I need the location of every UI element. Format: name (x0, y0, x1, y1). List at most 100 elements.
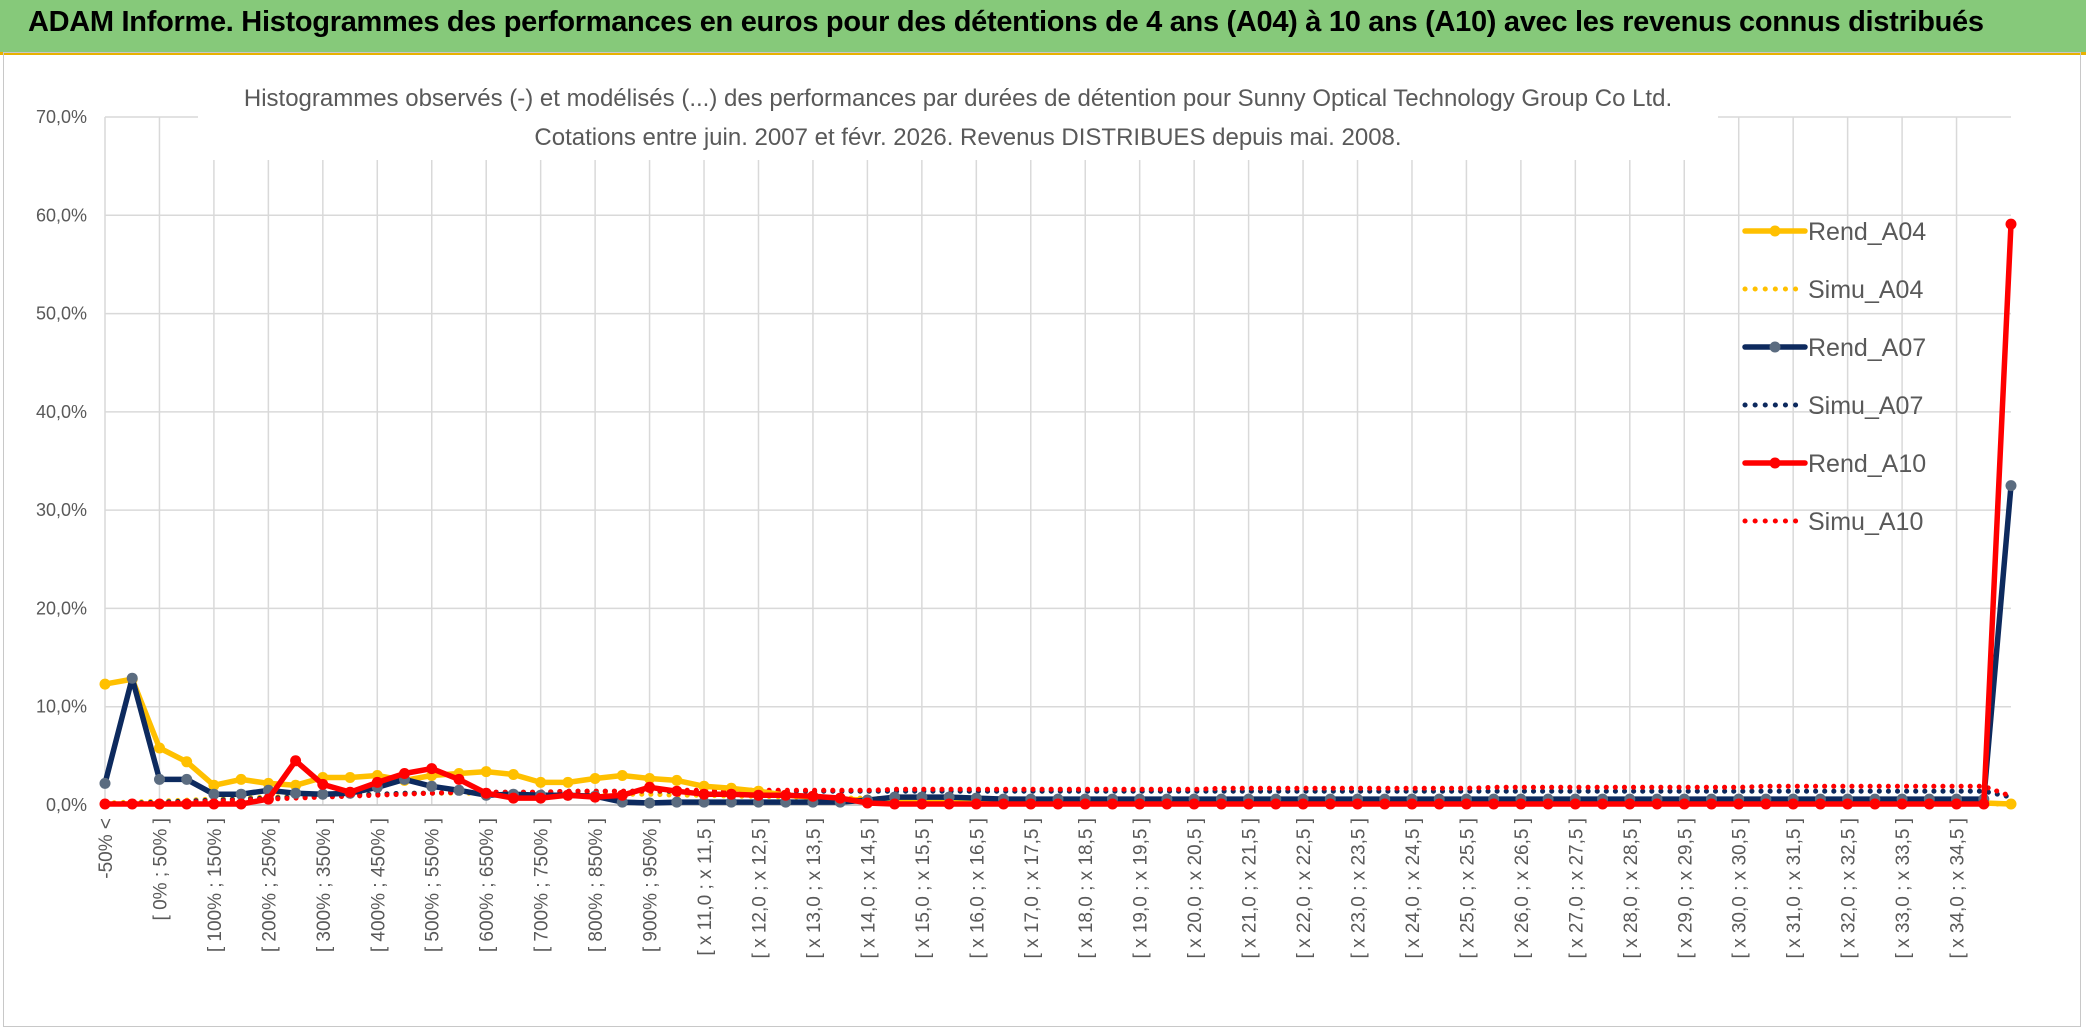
x-tick-label: [ x 21,0 ; x 21,5 ] (1240, 818, 1261, 958)
data-point (644, 797, 656, 809)
data-point (181, 773, 193, 785)
data-point (480, 787, 492, 799)
data-point (1460, 798, 1472, 810)
x-tick-label: [ x 23,0 ; x 23,5 ] (1349, 818, 1370, 958)
data-point (589, 773, 601, 784)
x-tick-label: [ x 12,0 ; x 12,5 ] (749, 818, 770, 958)
data-point (1243, 798, 1255, 810)
data-point (1923, 798, 1935, 810)
data-point (725, 788, 737, 800)
y-tick-label: 70,0% (36, 107, 87, 127)
series-line-rend-a07 (102, 482, 2014, 806)
data-point (616, 789, 628, 801)
data-point (1270, 798, 1282, 810)
data-point (1052, 798, 1064, 810)
data-point (1760, 798, 1772, 810)
data-point (1978, 798, 1990, 810)
x-tick-label: [ 300% ; 350% ] (314, 818, 335, 952)
data-point (1324, 798, 1336, 810)
data-point (317, 778, 329, 790)
data-point (1215, 798, 1227, 810)
x-tick-label: [ x 16,0 ; x 16,5 ] (967, 818, 988, 958)
legend-label: Rend_A10 (1808, 450, 1926, 478)
data-point (1733, 798, 1745, 810)
x-tick-label: [ x 28,0 ; x 28,5 ] (1621, 818, 1642, 958)
legend-marker (1769, 341, 1781, 353)
data-point (1651, 798, 1663, 810)
data-point (290, 779, 302, 791)
x-tick-label: [ x 34,0 ; x 34,5 ] (1948, 818, 1969, 958)
y-tick-label: 20,0% (36, 598, 87, 618)
data-point (807, 790, 819, 802)
data-point (1379, 798, 1391, 810)
x-tick-label: [ x 11,0 ; x 11,5 ] (695, 818, 716, 956)
data-point (1079, 798, 1091, 810)
x-tick-label: -50% < (96, 818, 117, 879)
x-tick-label: [ 700% ; 750% ] (532, 818, 553, 952)
data-point (535, 792, 547, 804)
data-point (780, 789, 792, 801)
data-point (154, 773, 165, 785)
data-point (1297, 798, 1309, 810)
data-point (616, 770, 628, 781)
data-point (2005, 480, 2017, 492)
data-point (262, 793, 274, 805)
x-tick-label: [ x 25,0 ; x 25,5 ] (1457, 818, 1478, 958)
data-point (1624, 798, 1636, 810)
legend-label: Simu_A07 (1808, 392, 1923, 420)
data-point (725, 796, 737, 808)
x-tick-label: [ 200% ; 250% ] (259, 818, 280, 952)
x-tick-label: [ 400% ; 450% ] (368, 818, 389, 952)
data-point (208, 779, 220, 791)
legend-label: Simu_A04 (1808, 276, 1923, 304)
data-point (1134, 798, 1146, 810)
data-point (753, 789, 764, 801)
legend-label: Simu_A10 (1808, 508, 1923, 536)
data-point (1814, 798, 1826, 810)
data-point (317, 788, 329, 800)
x-tick-label: [ x 32,0 ; x 32,5 ] (1839, 818, 1860, 958)
data-point (208, 788, 220, 800)
data-point (507, 769, 519, 780)
grid-lines (104, 116, 2011, 806)
data-point (562, 776, 574, 788)
data-point (671, 774, 683, 786)
x-tick-label: [ x 18,0 ; x 18,5 ] (1076, 818, 1097, 958)
data-point (671, 785, 683, 797)
data-point (453, 773, 465, 785)
data-point (399, 768, 410, 779)
report-title: ADAM Informe. Histogrammes des performan… (28, 6, 1984, 38)
data-point (99, 798, 111, 810)
x-tick-label: [ x 17,0 ; x 17,5 ] (1022, 818, 1043, 958)
data-point (426, 780, 438, 792)
series-line-rend-a10 (102, 221, 2014, 807)
legend-label: Rend_A04 (1808, 218, 1926, 246)
data-point (1433, 798, 1445, 810)
data-point (644, 781, 656, 793)
series-line-simu-a10 (102, 783, 2014, 807)
data-point (1542, 798, 1554, 810)
data-point (1406, 798, 1418, 810)
data-point (1706, 798, 1717, 810)
x-tick-label: [ x 15,0 ; x 15,5 ] (913, 818, 934, 958)
data-point (589, 791, 601, 803)
data-point (480, 766, 492, 778)
x-tick-label: [ x 29,0 ; x 29,5 ] (1675, 818, 1696, 958)
x-tick-label: [ x 26,0 ; x 26,5 ] (1512, 818, 1533, 958)
data-point (1842, 798, 1854, 810)
y-tick-label: 0,0% (46, 795, 87, 815)
data-point (235, 788, 247, 800)
data-point (181, 798, 193, 810)
data-point (99, 678, 111, 690)
x-tick-label: [ x 31,0 ; x 31,5 ] (1784, 818, 1805, 958)
data-point (861, 797, 873, 809)
data-point (235, 773, 247, 785)
data-point (1597, 798, 1609, 810)
data-point (698, 796, 710, 808)
data-point (1161, 798, 1173, 810)
chart-title: Histogrammes observés (-) et modélisés (… (244, 85, 1672, 112)
data-point (344, 786, 356, 798)
data-point (1107, 798, 1118, 810)
data-point (1569, 798, 1581, 810)
